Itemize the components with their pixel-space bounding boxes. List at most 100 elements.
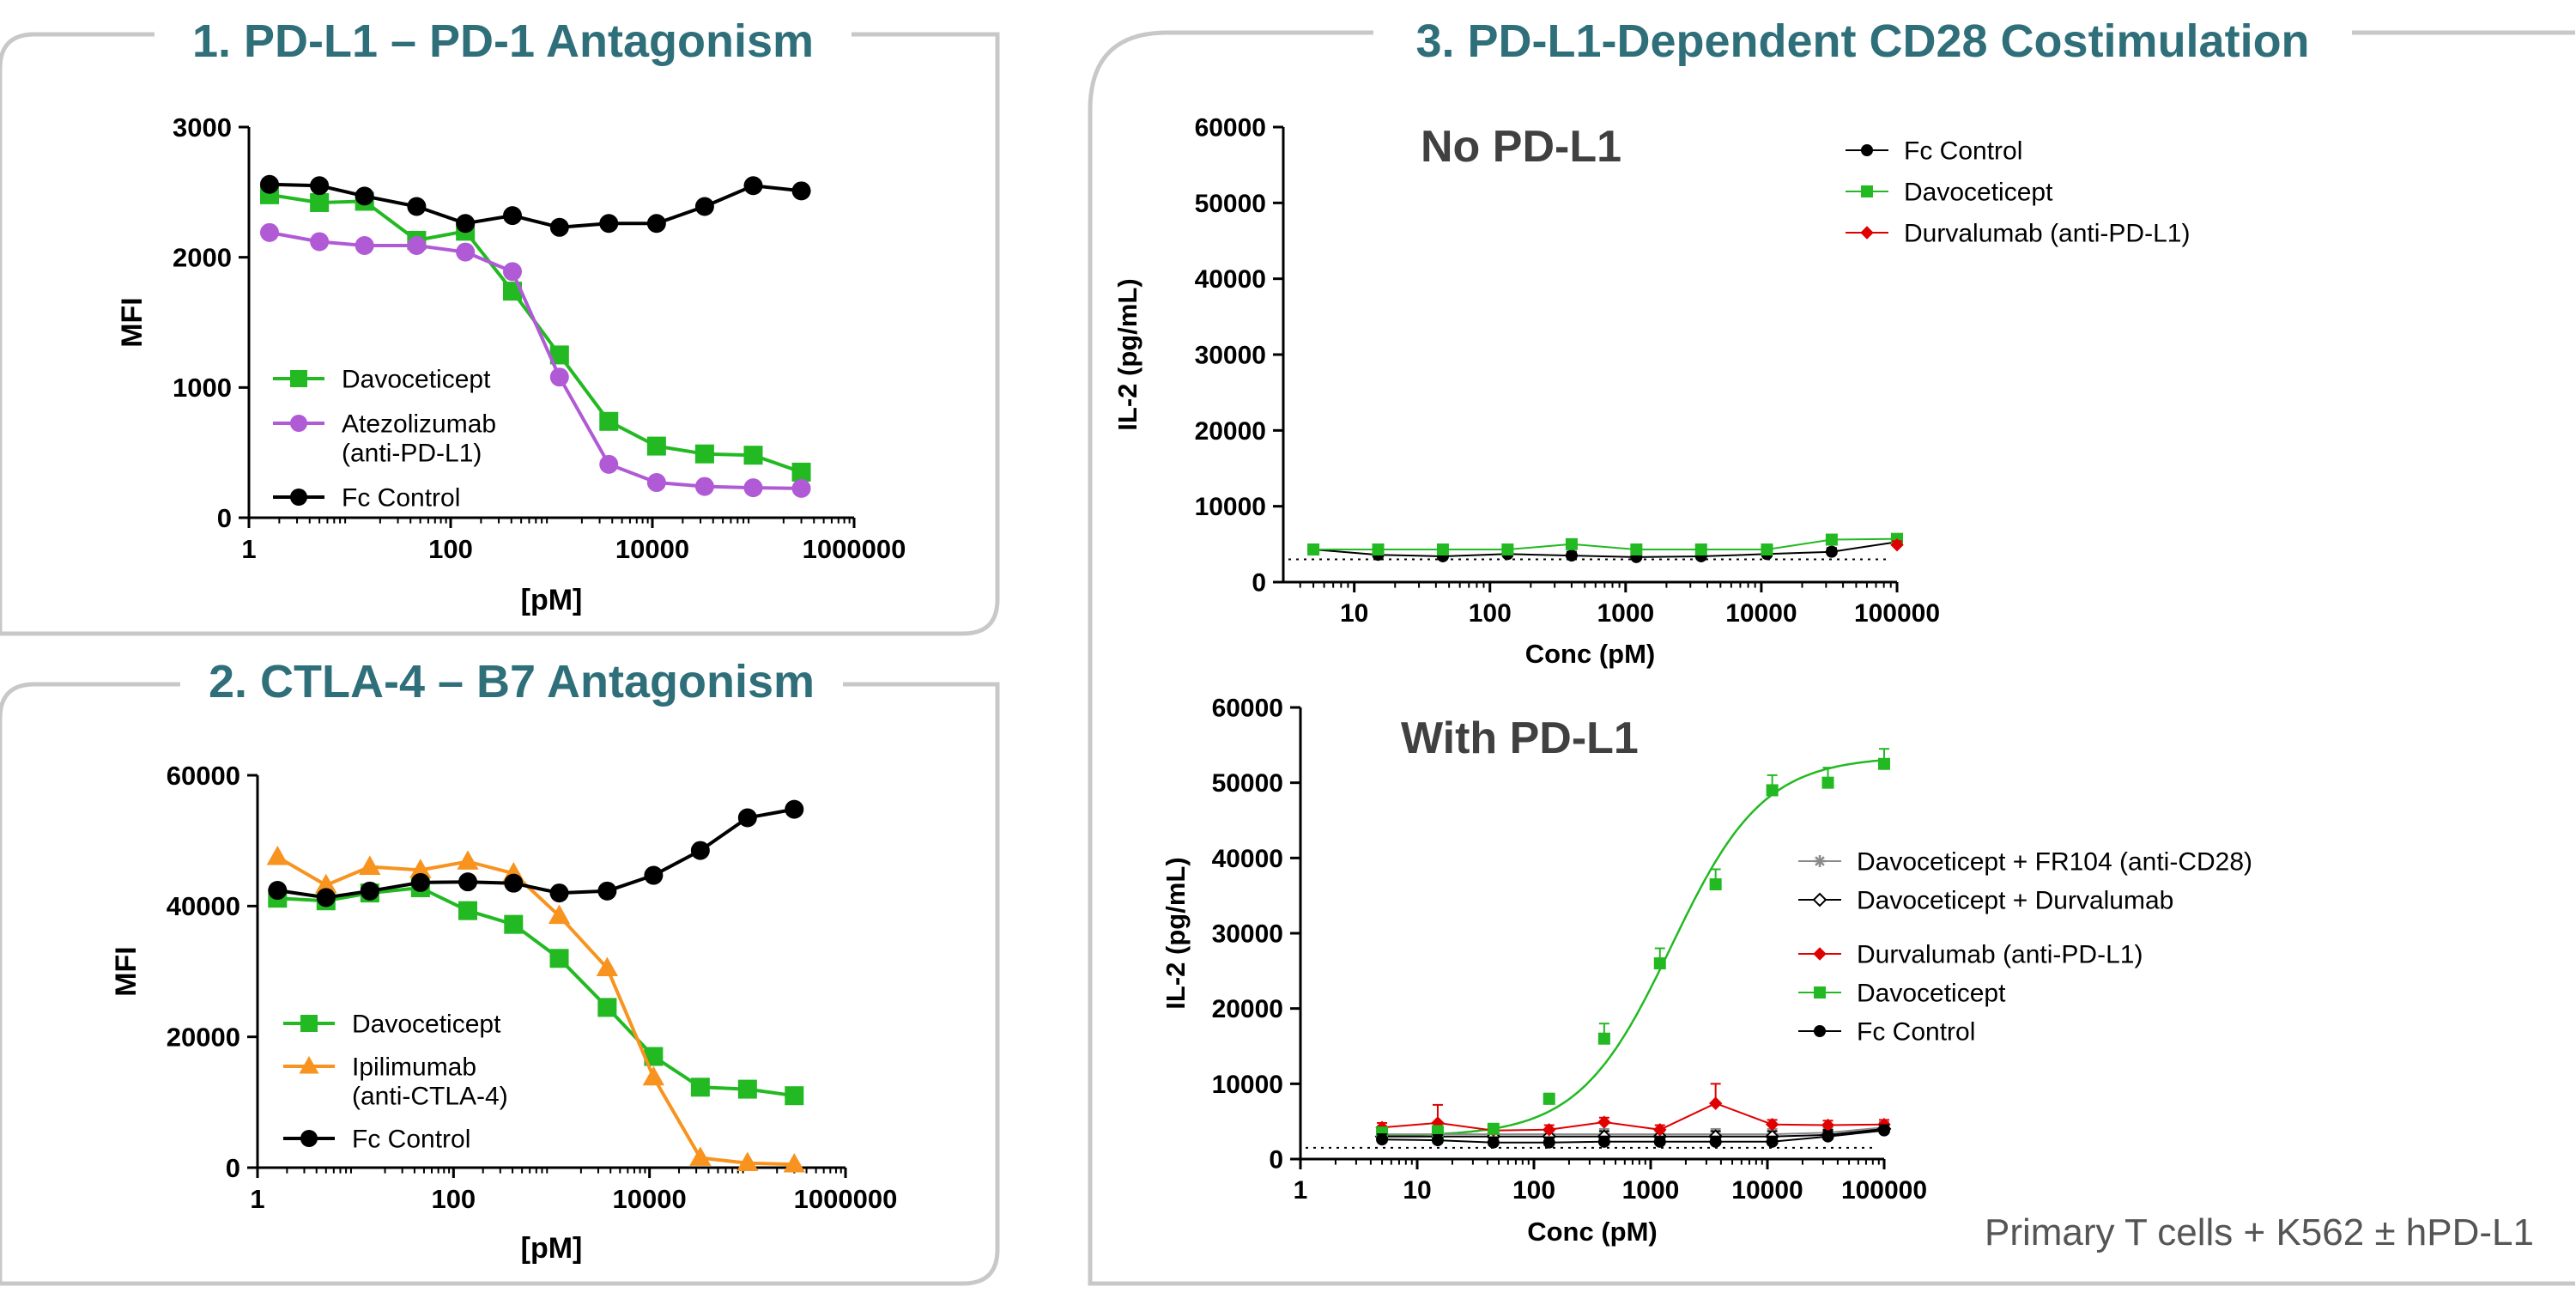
withpdl1-series-fc-control-point bbox=[1821, 1130, 1834, 1143]
withpdl1-series-durvalumab-anti-pd-l1-point bbox=[1821, 1118, 1835, 1132]
pdl1-series-atezolizumab-anti-pd-l1-point bbox=[259, 222, 279, 242]
nopdl1-series-fc-control-point bbox=[1825, 545, 1838, 558]
ctla4-series-ipilimumab-anti-ctla-4-point bbox=[266, 846, 288, 865]
ctla4-series-ipilimumab-anti-ctla-4-point bbox=[736, 1151, 759, 1172]
pdl1-y-tick-label: 2000 bbox=[173, 243, 232, 273]
pdl1-series-atezolizumab-anti-pd-l1-point bbox=[694, 477, 714, 496]
ctla4-series-davoceticept-point bbox=[549, 949, 569, 968]
ctla4-series-davoceticept-point bbox=[737, 1079, 757, 1099]
nopdl1-series-davoceticept-point bbox=[1761, 543, 1773, 556]
ctla4-x-tick-label: 100 bbox=[431, 1184, 476, 1214]
withpdl1-series-durvalumab-anti-pd-l1-point bbox=[1653, 1123, 1667, 1137]
pdl1-series-fc-control-point bbox=[503, 206, 523, 226]
chart-pd-l1-pd-1: 0 1000 2000 3000 1 100 10000 1000000 [pM] MFI Davo… bbox=[116, 112, 906, 616]
chart-ctla-4-b7: 0 20000 40000 60000 1 100 10000 1000000 [pM] MFI D… bbox=[110, 761, 897, 1265]
withpdl1-series-fc-control-point bbox=[1766, 1135, 1779, 1148]
ctla4-series-fc-control-line bbox=[277, 807, 795, 900]
withpdl1-series-fc-control-point bbox=[1431, 1134, 1444, 1147]
nopdl1-series-davoceticept-point bbox=[1307, 543, 1320, 556]
pdl1-series-davoceticept-point bbox=[646, 436, 666, 456]
ctla4-legend-davoceticept-label-line: Davoceticept bbox=[352, 1011, 501, 1039]
withpdl1-series-fc-control-point bbox=[1543, 1136, 1555, 1149]
nopdl1-x-axis-label: Conc (pM) bbox=[1525, 639, 1656, 669]
panel-3-frame bbox=[1088, 30, 2575, 1286]
nopdl1-x-tick-label: 10000 bbox=[1725, 599, 1797, 628]
pdl1-x-tick-label: 10000 bbox=[615, 534, 689, 564]
nopdl1-y-tick-label: 60000 bbox=[1195, 114, 1266, 143]
withpdl1-y-tick-label: 20000 bbox=[1212, 995, 1283, 1023]
withpdl1-series-durvalumab-anti-pd-l1-point bbox=[1708, 1096, 1723, 1110]
withpdl1-series-fc-control-point bbox=[1487, 1136, 1500, 1149]
ctla4-series-fc-control-point bbox=[268, 881, 288, 901]
nopdl1-series-fc-control-line bbox=[1313, 541, 1898, 558]
pdl1-series-fc-control-point bbox=[355, 186, 374, 206]
nopdl1-series-davoceticept-line bbox=[1313, 537, 1898, 550]
withpdl1-series-durvalumab-anti-pd-l1-point bbox=[1765, 1117, 1779, 1132]
pdl1-series-fc-control-point bbox=[456, 214, 476, 234]
ctla4-series-ipilimumab-anti-ctla-4-point bbox=[409, 859, 432, 878]
ctla4-x-tick-label: 10000 bbox=[613, 1184, 687, 1214]
ctla4-series-davoceticept-point bbox=[504, 914, 524, 934]
withpdl1-y-axis-label: IL-2 (pg/mL) bbox=[1161, 857, 1191, 1009]
withpdl1-series-durvalumab-anti-pd-l1-point bbox=[1597, 1115, 1611, 1129]
pdl1-series-fc-control-point bbox=[259, 174, 279, 194]
nopdl1-legend-durvalumab-anti-pd-l1-label-line: Durvalumab (anti-PD-L1) bbox=[1904, 220, 2190, 248]
nopdl1-series-davoceticept-point bbox=[1501, 543, 1514, 556]
withpdl1-x-tick-label: 10000 bbox=[1731, 1176, 1803, 1205]
pdl1-legend-davoceticept-label-line: Davoceticept bbox=[342, 366, 491, 394]
ctla4-x-tick-label: 1 bbox=[250, 1184, 264, 1214]
withpdl1-series-davoceticept-point bbox=[1597, 1032, 1610, 1045]
ctla4-series-fc-control-point bbox=[458, 872, 478, 892]
withpdl1-series-davoceticept-point bbox=[1653, 957, 1666, 970]
pdl1-y-axis-label: MFI bbox=[116, 297, 148, 348]
pdl1-series-atezolizumab-anti-pd-l1-point bbox=[599, 454, 619, 474]
pdl1-series-davoceticept-point bbox=[791, 462, 811, 482]
ctla4-series-fc-control-point bbox=[410, 872, 430, 892]
withpdl1-series-davoceticept-point bbox=[1543, 1092, 1555, 1105]
pdl1-series-atezolizumab-anti-pd-l1-point bbox=[743, 478, 763, 498]
pdl1-series-fc-control-point bbox=[407, 197, 427, 216]
withpdl1-chart-title: With PD-L1 bbox=[1401, 713, 1639, 763]
ctla4-legend-ipilimumab-anti-ctla-4-label: Ipilimumab (anti-CTLA-4) bbox=[352, 1053, 508, 1111]
nopdl1-y-tick-label: 0 bbox=[1252, 569, 1266, 598]
pdl1-series-davoceticept-point bbox=[743, 446, 763, 465]
withpdl1-y-tick-label: 60000 bbox=[1212, 695, 1283, 723]
footnote: Primary T cells + K562 ± hPD-L1 bbox=[1985, 1211, 2534, 1253]
panel-1-title: 1. PD-L1 – PD-1 Antagonism bbox=[192, 15, 814, 67]
withpdl1-x-tick-label: 1 bbox=[1294, 1176, 1308, 1205]
ctla4-series-davoceticept-point bbox=[785, 1086, 804, 1106]
pdl1-x-axis-label: [pM] bbox=[521, 584, 583, 616]
withpdl1-legend-durvalumab-anti-pd-l1-label: Durvalumab (anti-PD-L1) bbox=[1857, 941, 2143, 969]
withpdl1-y-tick-label: 10000 bbox=[1212, 1071, 1283, 1099]
ctla4-series-ipilimumab-anti-ctla-4-point bbox=[359, 855, 381, 875]
panel-1-frame bbox=[0, 32, 1000, 636]
pdl1-series-fc-control-line bbox=[269, 182, 802, 229]
nopdl1-x-tick-label: 100 bbox=[1469, 599, 1512, 628]
pdl1-x-tick-label: 1000000 bbox=[803, 534, 906, 564]
withpdl1-legend-davoceticept-fr104-anti-cd28-label: Davoceticept + FR104 (anti-CD28) bbox=[1857, 848, 2252, 877]
withpdl1-legend-davoceticept-label: Davoceticept bbox=[1857, 980, 2006, 1008]
ctla4-series-fc-control-point bbox=[316, 888, 336, 907]
chart-no-pd-l1: 0 10000 20000 30000 40000 50000 60000 10 100 1000… bbox=[1112, 114, 2190, 670]
ctla4-y-tick-label: 0 bbox=[226, 1153, 240, 1183]
pdl1-series-davoceticept-point bbox=[310, 192, 330, 212]
ctla4-y-axis-label: MFI bbox=[110, 946, 142, 997]
ctla4-series-fc-control-point bbox=[737, 808, 757, 828]
withpdl1-legend-davoceticept-durvalumab-label: Davoceticept + Durvalumab bbox=[1857, 887, 2173, 915]
withpdl1-legend-davoceticept-durvalumab-label-line: Davoceticept + Durvalumab bbox=[1857, 887, 2173, 915]
ctla4-series-fc-control-point bbox=[504, 873, 524, 893]
ctla4-x-axis-label: [pM] bbox=[521, 1232, 583, 1265]
ctla4-series-ipilimumab-anti-ctla-4-point bbox=[783, 1152, 805, 1173]
nopdl1-series-davoceticept-point bbox=[1630, 543, 1643, 556]
pdl1-series-fc-control-point bbox=[646, 214, 666, 234]
ctla4-legend-fc-control-label: Fc Control bbox=[352, 1126, 470, 1154]
ctla4-series-ipilimumab-anti-ctla-4-point bbox=[315, 873, 337, 894]
ctla4-legend-davoceticept-swatch-marker bbox=[300, 1015, 318, 1032]
pdl1-x-tick-label: 1 bbox=[241, 534, 256, 564]
nopdl1-legend-durvalumab-anti-pd-l1-swatch-marker bbox=[1860, 226, 1874, 240]
panel-3-title: 3. PD-L1-Dependent CD28 Costimulation bbox=[1415, 15, 2309, 67]
withpdl1-series-davoceticept-point bbox=[1821, 776, 1834, 789]
nopdl1-y-tick-label: 20000 bbox=[1195, 417, 1266, 446]
withpdl1-y-tick-label: 30000 bbox=[1212, 920, 1283, 949]
